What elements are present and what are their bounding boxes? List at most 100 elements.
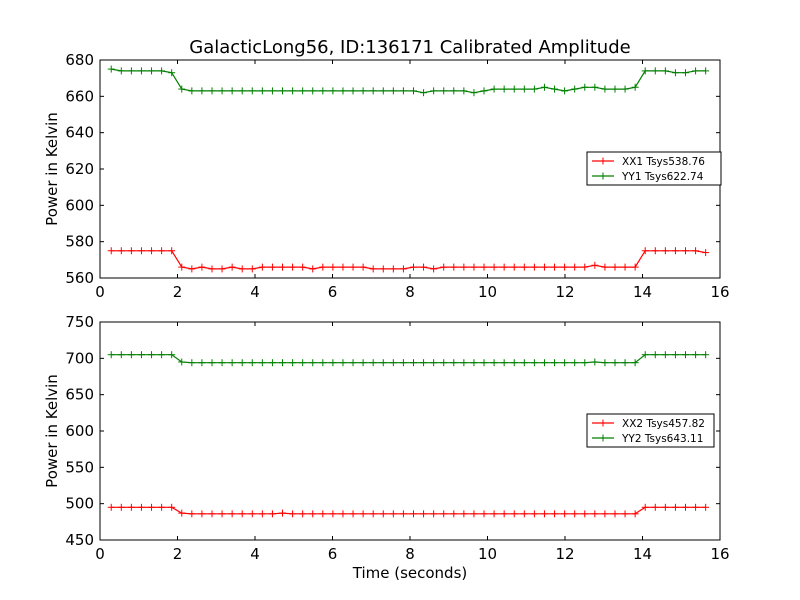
bottom-series-1-point	[208, 510, 216, 518]
top-series-2-point	[208, 87, 216, 95]
bottom-series-1-point	[621, 510, 629, 518]
bottom-series-1-point	[601, 510, 609, 518]
top-series-2-point	[702, 67, 710, 75]
bottom-series-2-point	[571, 359, 579, 367]
bottom-series-1-point	[349, 510, 357, 518]
top-series-2-point	[188, 87, 196, 95]
bottom-series-2-point	[117, 351, 125, 359]
top-x-tick-label: 2	[173, 283, 183, 301]
top-y-tick-label: 660	[65, 87, 94, 105]
bottom-series-2-point	[621, 359, 629, 367]
bottom-series-1-point	[369, 510, 377, 518]
top-series-2-point	[520, 85, 528, 93]
bottom-series-2-point	[551, 359, 559, 367]
top-series-1-point	[440, 263, 448, 271]
top-series-2-point	[339, 87, 347, 95]
bottom-series-2-point	[702, 351, 710, 359]
top-series-1-point	[158, 247, 166, 255]
bottom-series-2-point	[561, 359, 569, 367]
top-series-2-point	[460, 87, 468, 95]
top-series-1-point	[258, 263, 266, 271]
bottom-series-2-point	[500, 359, 508, 367]
top-series-2-point	[329, 87, 337, 95]
top-series-1-point	[208, 265, 216, 273]
bottom-series-1-point	[409, 510, 417, 518]
top-series-1-point	[188, 265, 196, 273]
top-series-1-point	[601, 263, 609, 271]
bottom-series-2-point	[137, 351, 145, 359]
bottom-x-tick-label: 12	[555, 545, 574, 563]
top-series-2-point	[379, 87, 387, 95]
bottom-series-1-point	[127, 503, 135, 511]
bottom-series-2-point	[631, 359, 639, 367]
top-series-1-point	[178, 263, 186, 271]
top-x-tick-label: 14	[633, 283, 652, 301]
bottom-legend-label-1: XX2 Tsys457.82	[622, 418, 705, 430]
bottom-series-1-point	[117, 503, 125, 511]
top-series-1-point	[500, 263, 508, 271]
bottom-series-2-point	[349, 359, 357, 367]
bottom-legend-box	[586, 413, 715, 448]
bottom-series-1-point	[218, 510, 226, 518]
top-series-1-point	[117, 247, 125, 255]
bottom-series-2-point	[671, 351, 679, 359]
top-series-1-point	[248, 265, 256, 273]
top-series-2-point	[692, 67, 700, 75]
bottom-series-1-point	[359, 510, 367, 518]
bottom-series-1-point	[440, 510, 448, 518]
bottom-x-tick-label: 10	[478, 545, 497, 563]
top-series-2-point	[551, 85, 559, 93]
bottom-series-2-point	[530, 359, 538, 367]
bottom-x-tick-label: 14	[633, 545, 652, 563]
top-x-tick-label: 6	[328, 283, 338, 301]
top-series-2-point	[591, 83, 599, 91]
bottom-series-1-point	[329, 510, 337, 518]
top-series-1-point	[702, 249, 710, 257]
top-series-2-point	[440, 87, 448, 95]
bottom-series-2-point	[158, 351, 166, 359]
top-series-1-point	[420, 263, 428, 271]
bottom-legend: XX2 Tsys457.82 YY2 Tsys643.11	[586, 413, 715, 448]
top-series-2-point	[248, 87, 256, 95]
bottom-series-2-point	[107, 351, 115, 359]
top-y-tick-label: 640	[65, 124, 94, 142]
bottom-series-2-point	[309, 359, 317, 367]
bottom-series-1-point	[540, 510, 548, 518]
top-series-2-point	[238, 87, 246, 95]
bottom-series-2-point	[692, 351, 700, 359]
bottom-series-2-point	[238, 359, 246, 367]
bottom-series-2-point	[299, 359, 307, 367]
top-series-1-point	[611, 263, 619, 271]
bottom-series-1-point	[158, 503, 166, 511]
bottom-series-2-point	[682, 351, 690, 359]
top-series-1-point	[299, 263, 307, 271]
top-series-1-point	[470, 263, 478, 271]
top-series-2-point	[148, 67, 156, 75]
bottom-panel: 0 2 4 6 8 10 12 14 16 450 500 550 600 650 700 750 Power …	[43, 313, 730, 563]
bottom-series-2-point	[329, 359, 337, 367]
bottom-series-2-point	[591, 358, 599, 366]
top-series-1-point	[319, 263, 327, 271]
top-series-1-point	[107, 247, 115, 255]
bottom-series-1-point	[248, 510, 256, 518]
bottom-series-2-point	[540, 359, 548, 367]
bottom-series-2-point	[208, 359, 216, 367]
top-series-1-point	[349, 263, 357, 271]
top-series-1-point	[379, 265, 387, 273]
bottom-series-1-point	[319, 510, 327, 518]
bottom-series-2-point	[409, 359, 417, 367]
top-legend: XX1 Tsys538.76 YY1 Tsys622.74	[586, 151, 722, 186]
bottom-series-1-point	[168, 503, 176, 511]
top-series-1-point	[530, 263, 538, 271]
bottom-series-2-point	[581, 359, 589, 367]
top-series-1-point	[289, 263, 297, 271]
top-series-2-point	[661, 67, 669, 75]
bottom-y-tick-label: 550	[65, 458, 94, 476]
top-y-tick-label: 620	[65, 160, 94, 178]
top-series-2-point	[611, 85, 619, 93]
top-series-2-point	[117, 67, 125, 75]
bottom-series-2-point	[379, 359, 387, 367]
top-series-2-point	[218, 87, 226, 95]
bottom-series-1-point	[692, 503, 700, 511]
top-series-1-point	[369, 265, 377, 273]
